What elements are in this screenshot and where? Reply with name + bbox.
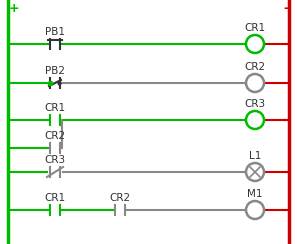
Text: CR1: CR1: [244, 23, 266, 33]
Text: M1: M1: [247, 189, 263, 199]
Text: -: -: [283, 2, 288, 15]
Circle shape: [246, 35, 264, 53]
Text: L1: L1: [249, 151, 261, 161]
Text: CR1: CR1: [45, 193, 66, 203]
Text: +: +: [9, 2, 20, 15]
Circle shape: [246, 74, 264, 92]
Text: CR2: CR2: [244, 62, 266, 72]
Text: PB1: PB1: [45, 27, 65, 37]
Circle shape: [246, 163, 264, 181]
Circle shape: [246, 111, 264, 129]
Text: CR2: CR2: [109, 193, 131, 203]
Circle shape: [246, 201, 264, 219]
Text: CR3: CR3: [244, 99, 266, 109]
Text: CR2: CR2: [45, 131, 66, 141]
Text: PB2: PB2: [45, 66, 65, 76]
Text: CR1: CR1: [45, 103, 66, 113]
Text: CR3: CR3: [45, 155, 66, 165]
